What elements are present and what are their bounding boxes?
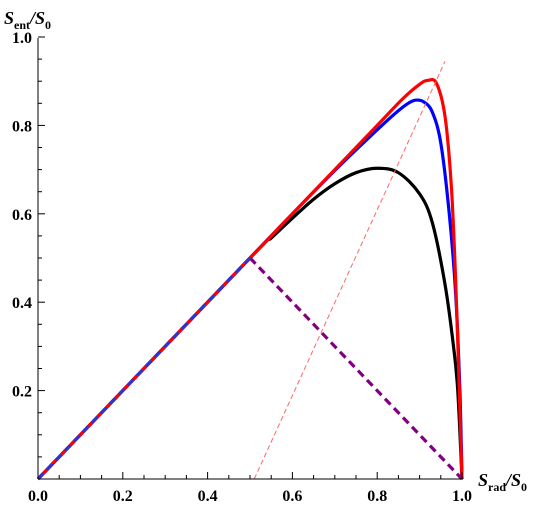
x-tick-label: 0.8 [367, 488, 387, 505]
y-tick-label: 0.4 [12, 295, 32, 312]
plot-area [36, 61, 464, 481]
tick-marks [37, 36, 463, 480]
series-pink-dashed-line [253, 61, 446, 480]
x-tick-label: 0.2 [113, 488, 133, 505]
y-tick-label: 0.6 [12, 207, 32, 224]
tick-labels: 0.0 0.2 0.4 0.6 0.8 1.0 0.2 0.4 0.6 0.8 1.0 [12, 30, 472, 505]
y-tick-label: 0.2 [12, 384, 32, 401]
y-tick-label: 1.0 [12, 30, 32, 47]
y-tick-label: 0.8 [12, 118, 32, 135]
x-tick-label: 0.0 [28, 488, 48, 505]
x-tick-label: 0.4 [198, 488, 218, 505]
x-tick-label: 1.0 [452, 488, 472, 505]
x-axis-label: Srad/S0 [478, 470, 527, 494]
y-axis-label: Sent/S0 [4, 8, 51, 32]
series-purple-dashed-line [248, 256, 464, 481]
series-blue-line [36, 98, 464, 481]
series-black-line [36, 166, 464, 481]
x-tick-label: 0.6 [282, 488, 302, 505]
series-red-line [36, 77, 464, 481]
